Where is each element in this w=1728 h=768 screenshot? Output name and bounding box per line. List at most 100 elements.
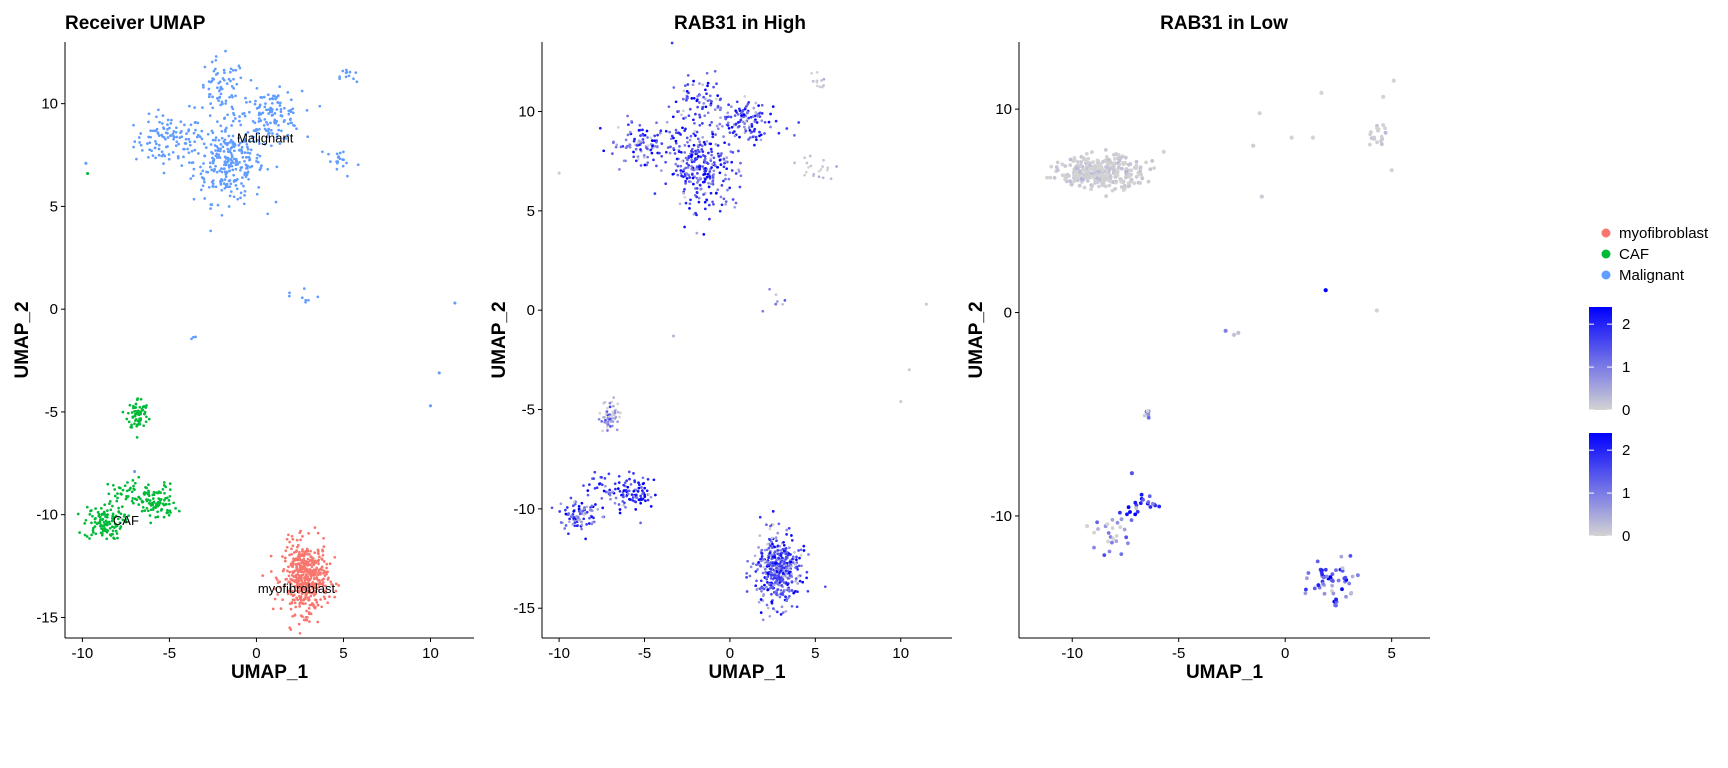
data-point	[586, 493, 590, 497]
data-point	[263, 118, 267, 121]
data-point	[248, 158, 252, 161]
data-point	[108, 533, 112, 537]
data-point	[696, 155, 700, 158]
data-point	[337, 155, 341, 158]
data-point	[147, 135, 151, 139]
data-point	[763, 583, 766, 587]
data-point	[726, 124, 730, 127]
data-point	[653, 134, 657, 138]
data-point	[709, 157, 713, 161]
data-point	[674, 131, 678, 135]
data-point	[210, 180, 214, 184]
data-point	[793, 551, 796, 554]
data-point	[154, 156, 157, 160]
data-point	[690, 167, 694, 171]
data-point	[1114, 534, 1119, 538]
data-point	[250, 164, 254, 168]
data-point	[258, 154, 262, 158]
data-point	[755, 138, 758, 142]
data-point	[602, 489, 606, 493]
data-point	[131, 406, 135, 410]
data-point	[341, 158, 344, 161]
data-point	[169, 134, 172, 138]
data-point	[778, 562, 782, 566]
data-point	[164, 485, 168, 489]
data-point	[1110, 188, 1115, 193]
data-point	[783, 299, 787, 302]
data-point	[226, 185, 230, 189]
data-point	[300, 567, 303, 571]
data-point	[778, 571, 782, 574]
data-point	[1112, 153, 1116, 157]
data-point	[270, 101, 274, 105]
data-point	[747, 101, 751, 104]
data-point	[162, 515, 166, 519]
data-point	[787, 526, 791, 530]
data-point	[1251, 143, 1256, 148]
data-point	[212, 185, 215, 188]
data-point	[266, 123, 270, 126]
data-point	[102, 510, 106, 514]
data-point	[672, 86, 676, 89]
data-point	[301, 549, 304, 553]
data-point	[614, 145, 618, 149]
data-point	[213, 169, 216, 172]
data-point	[727, 177, 731, 181]
data-point	[1122, 183, 1127, 188]
data-point	[792, 591, 796, 595]
data-point	[702, 233, 706, 236]
data-point	[1334, 597, 1338, 602]
data-point	[733, 134, 737, 138]
data-point	[288, 540, 291, 544]
data-point	[214, 154, 218, 158]
data-point	[773, 556, 777, 559]
data-point	[231, 119, 235, 123]
data-point	[278, 142, 282, 145]
data-point	[739, 111, 743, 115]
data-point	[318, 104, 322, 108]
data-point	[115, 499, 119, 503]
data-point	[781, 560, 785, 564]
data-point	[299, 614, 303, 617]
data-point	[157, 497, 161, 500]
data-point	[680, 174, 683, 178]
data-point	[135, 436, 139, 439]
data-point	[307, 596, 311, 600]
data-point	[151, 497, 155, 500]
data-point	[702, 95, 705, 99]
data-point	[155, 115, 158, 119]
data-point	[761, 309, 765, 313]
data-point	[613, 482, 617, 486]
y-tick-label: 5	[50, 198, 58, 215]
data-point	[771, 510, 775, 513]
data-point	[791, 561, 795, 564]
data-point	[211, 138, 215, 142]
data-point	[716, 106, 720, 109]
data-point	[664, 129, 668, 133]
data-point	[716, 94, 720, 97]
data-point	[305, 567, 308, 570]
data-point	[153, 146, 157, 150]
data-point	[257, 186, 261, 189]
data-point	[753, 120, 757, 123]
data-point	[618, 168, 621, 171]
data-point	[192, 335, 195, 339]
data-point	[641, 128, 644, 132]
data-point	[132, 484, 135, 488]
data-point	[779, 576, 782, 580]
data-point	[322, 577, 326, 581]
data-point	[706, 84, 709, 88]
data-point	[670, 134, 674, 138]
data-point	[265, 135, 269, 139]
data-point	[770, 564, 774, 568]
data-point	[244, 96, 247, 100]
data-point	[722, 197, 726, 201]
data-point	[118, 521, 122, 525]
data-point	[758, 515, 762, 519]
data-point	[139, 143, 143, 147]
data-point	[655, 121, 658, 125]
data-point	[292, 575, 296, 579]
data-point	[775, 579, 779, 583]
data-point	[722, 157, 726, 161]
data-point	[301, 602, 305, 606]
